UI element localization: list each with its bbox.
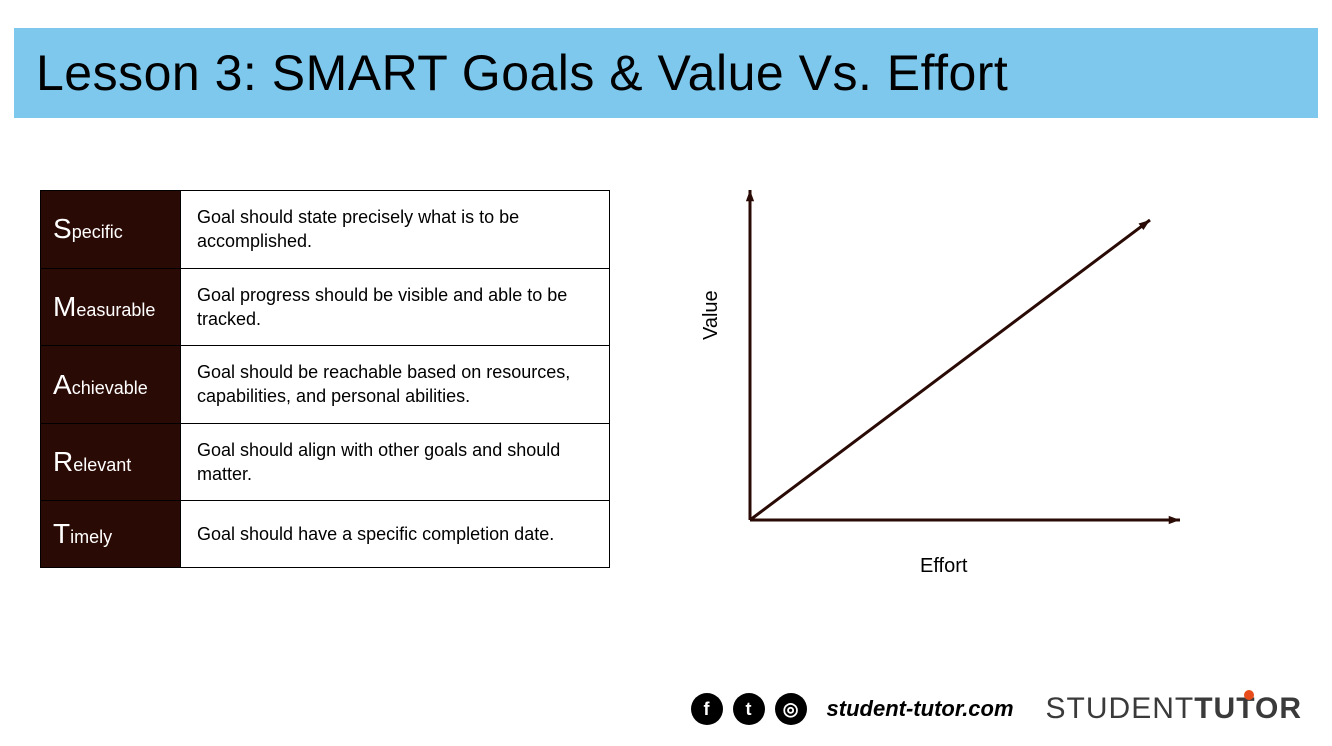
smart-rest: imely <box>70 527 112 547</box>
table-row: SpecificGoal should state precisely what… <box>41 191 610 269</box>
page-title: Lesson 3: SMART Goals & Value Vs. Effort <box>36 44 1008 102</box>
smart-letter: S <box>53 213 72 244</box>
smart-label-cell: Specific <box>41 191 181 269</box>
smart-letter: A <box>53 369 72 400</box>
smart-label-cell: Achievable <box>41 346 181 424</box>
footer-url: student-tutor.com <box>827 696 1014 722</box>
smart-label-cell: Timely <box>41 501 181 568</box>
table-row: TimelyGoal should have a specific comple… <box>41 501 610 568</box>
social-icons: ft ◎ <box>691 693 807 725</box>
chart-svg <box>730 180 1190 540</box>
smart-label-cell: Measurable <box>41 268 181 346</box>
title-bar: Lesson 3: SMART Goals & Value Vs. Effort <box>14 28 1318 118</box>
facebook-icon[interactable]: f <box>691 693 723 725</box>
smart-letter: T <box>53 518 70 549</box>
y-axis-label: Value <box>700 290 723 340</box>
logo-thin: STUDENT <box>1046 692 1195 725</box>
content-area: SpecificGoal should state precisely what… <box>40 180 1292 646</box>
table-row: MeasurableGoal progress should be visibl… <box>41 268 610 346</box>
smart-desc-cell: Goal should have a specific completion d… <box>181 501 610 568</box>
smart-desc-cell: Goal should align with other goals and s… <box>181 423 610 501</box>
instagram-icon[interactable]: ◎ <box>775 693 807 725</box>
value-effort-chart: Value Effort <box>670 180 1292 600</box>
smart-desc-cell: Goal progress should be visible and able… <box>181 268 610 346</box>
brand-logo: STUDENTTUTOR <box>1046 692 1302 726</box>
table-row: AchievableGoal should be reachable based… <box>41 346 610 424</box>
footer: ft ◎ student-tutor.com STUDENTTUTOR <box>691 692 1302 726</box>
smart-rest: pecific <box>72 222 123 242</box>
x-axis-label: Effort <box>920 555 967 578</box>
smart-letter: R <box>53 446 73 477</box>
smart-letter: M <box>53 291 76 322</box>
smart-desc-cell: Goal should be reachable based on resour… <box>181 346 610 424</box>
smart-rest: easurable <box>76 300 155 320</box>
smart-table: SpecificGoal should state precisely what… <box>40 190 610 568</box>
twitter-icon[interactable]: t <box>733 693 765 725</box>
table-row: RelevantGoal should align with other goa… <box>41 423 610 501</box>
smart-rest: elevant <box>73 455 131 475</box>
smart-label-cell: Relevant <box>41 423 181 501</box>
smart-rest: chievable <box>72 378 148 398</box>
smart-desc-cell: Goal should state precisely what is to b… <box>181 191 610 269</box>
logo-accent-dot <box>1244 690 1254 700</box>
